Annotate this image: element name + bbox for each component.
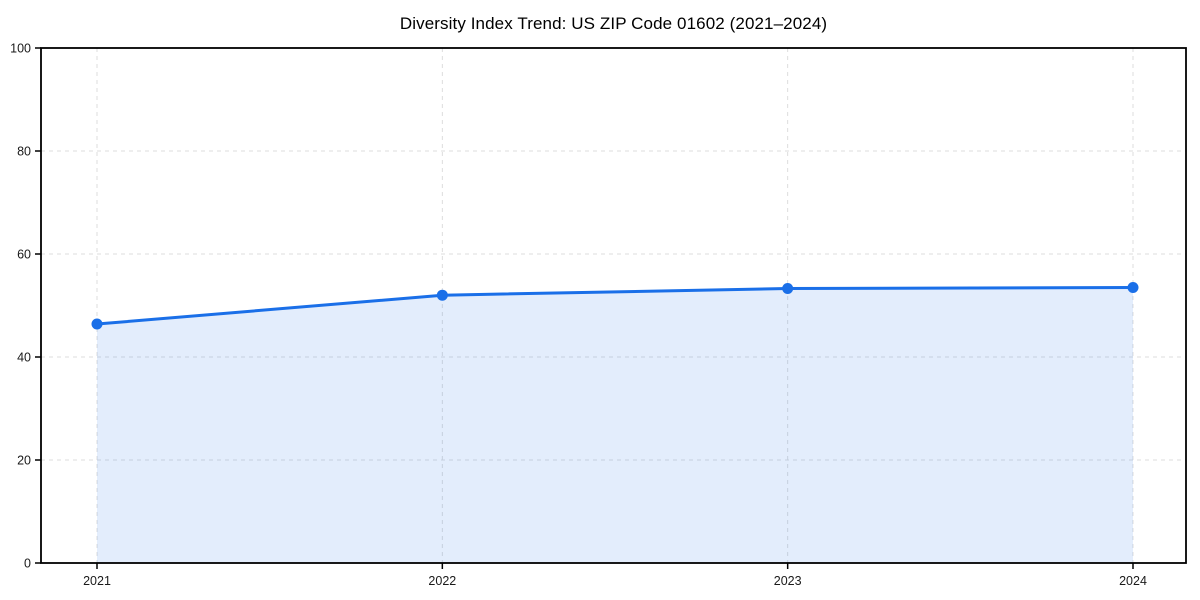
y-tick-label: 100 [10,42,31,56]
chart-title: Diversity Index Trend: US ZIP Code 01602… [399,14,828,33]
plot-border [40,47,1187,564]
x-tick-label: 2024 [1119,574,1147,588]
y-tick-label: 80 [17,145,31,159]
data-point-2021 [91,318,103,330]
x-tick-label: 2022 [428,574,456,588]
y-tick-label: 20 [17,454,31,468]
x-tick-label: 2021 [83,574,111,588]
data-point-2023 [782,283,794,295]
trend-line [95,285,1135,326]
y-tick-label: 0 [24,557,31,571]
area-fill [97,287,1133,563]
y-tick-label: 60 [17,248,31,262]
data-point-2022 [436,289,448,301]
y-tick-label: 40 [17,351,31,365]
x-tick-label: 2023 [774,574,802,588]
data-point-2024 [1127,281,1139,293]
